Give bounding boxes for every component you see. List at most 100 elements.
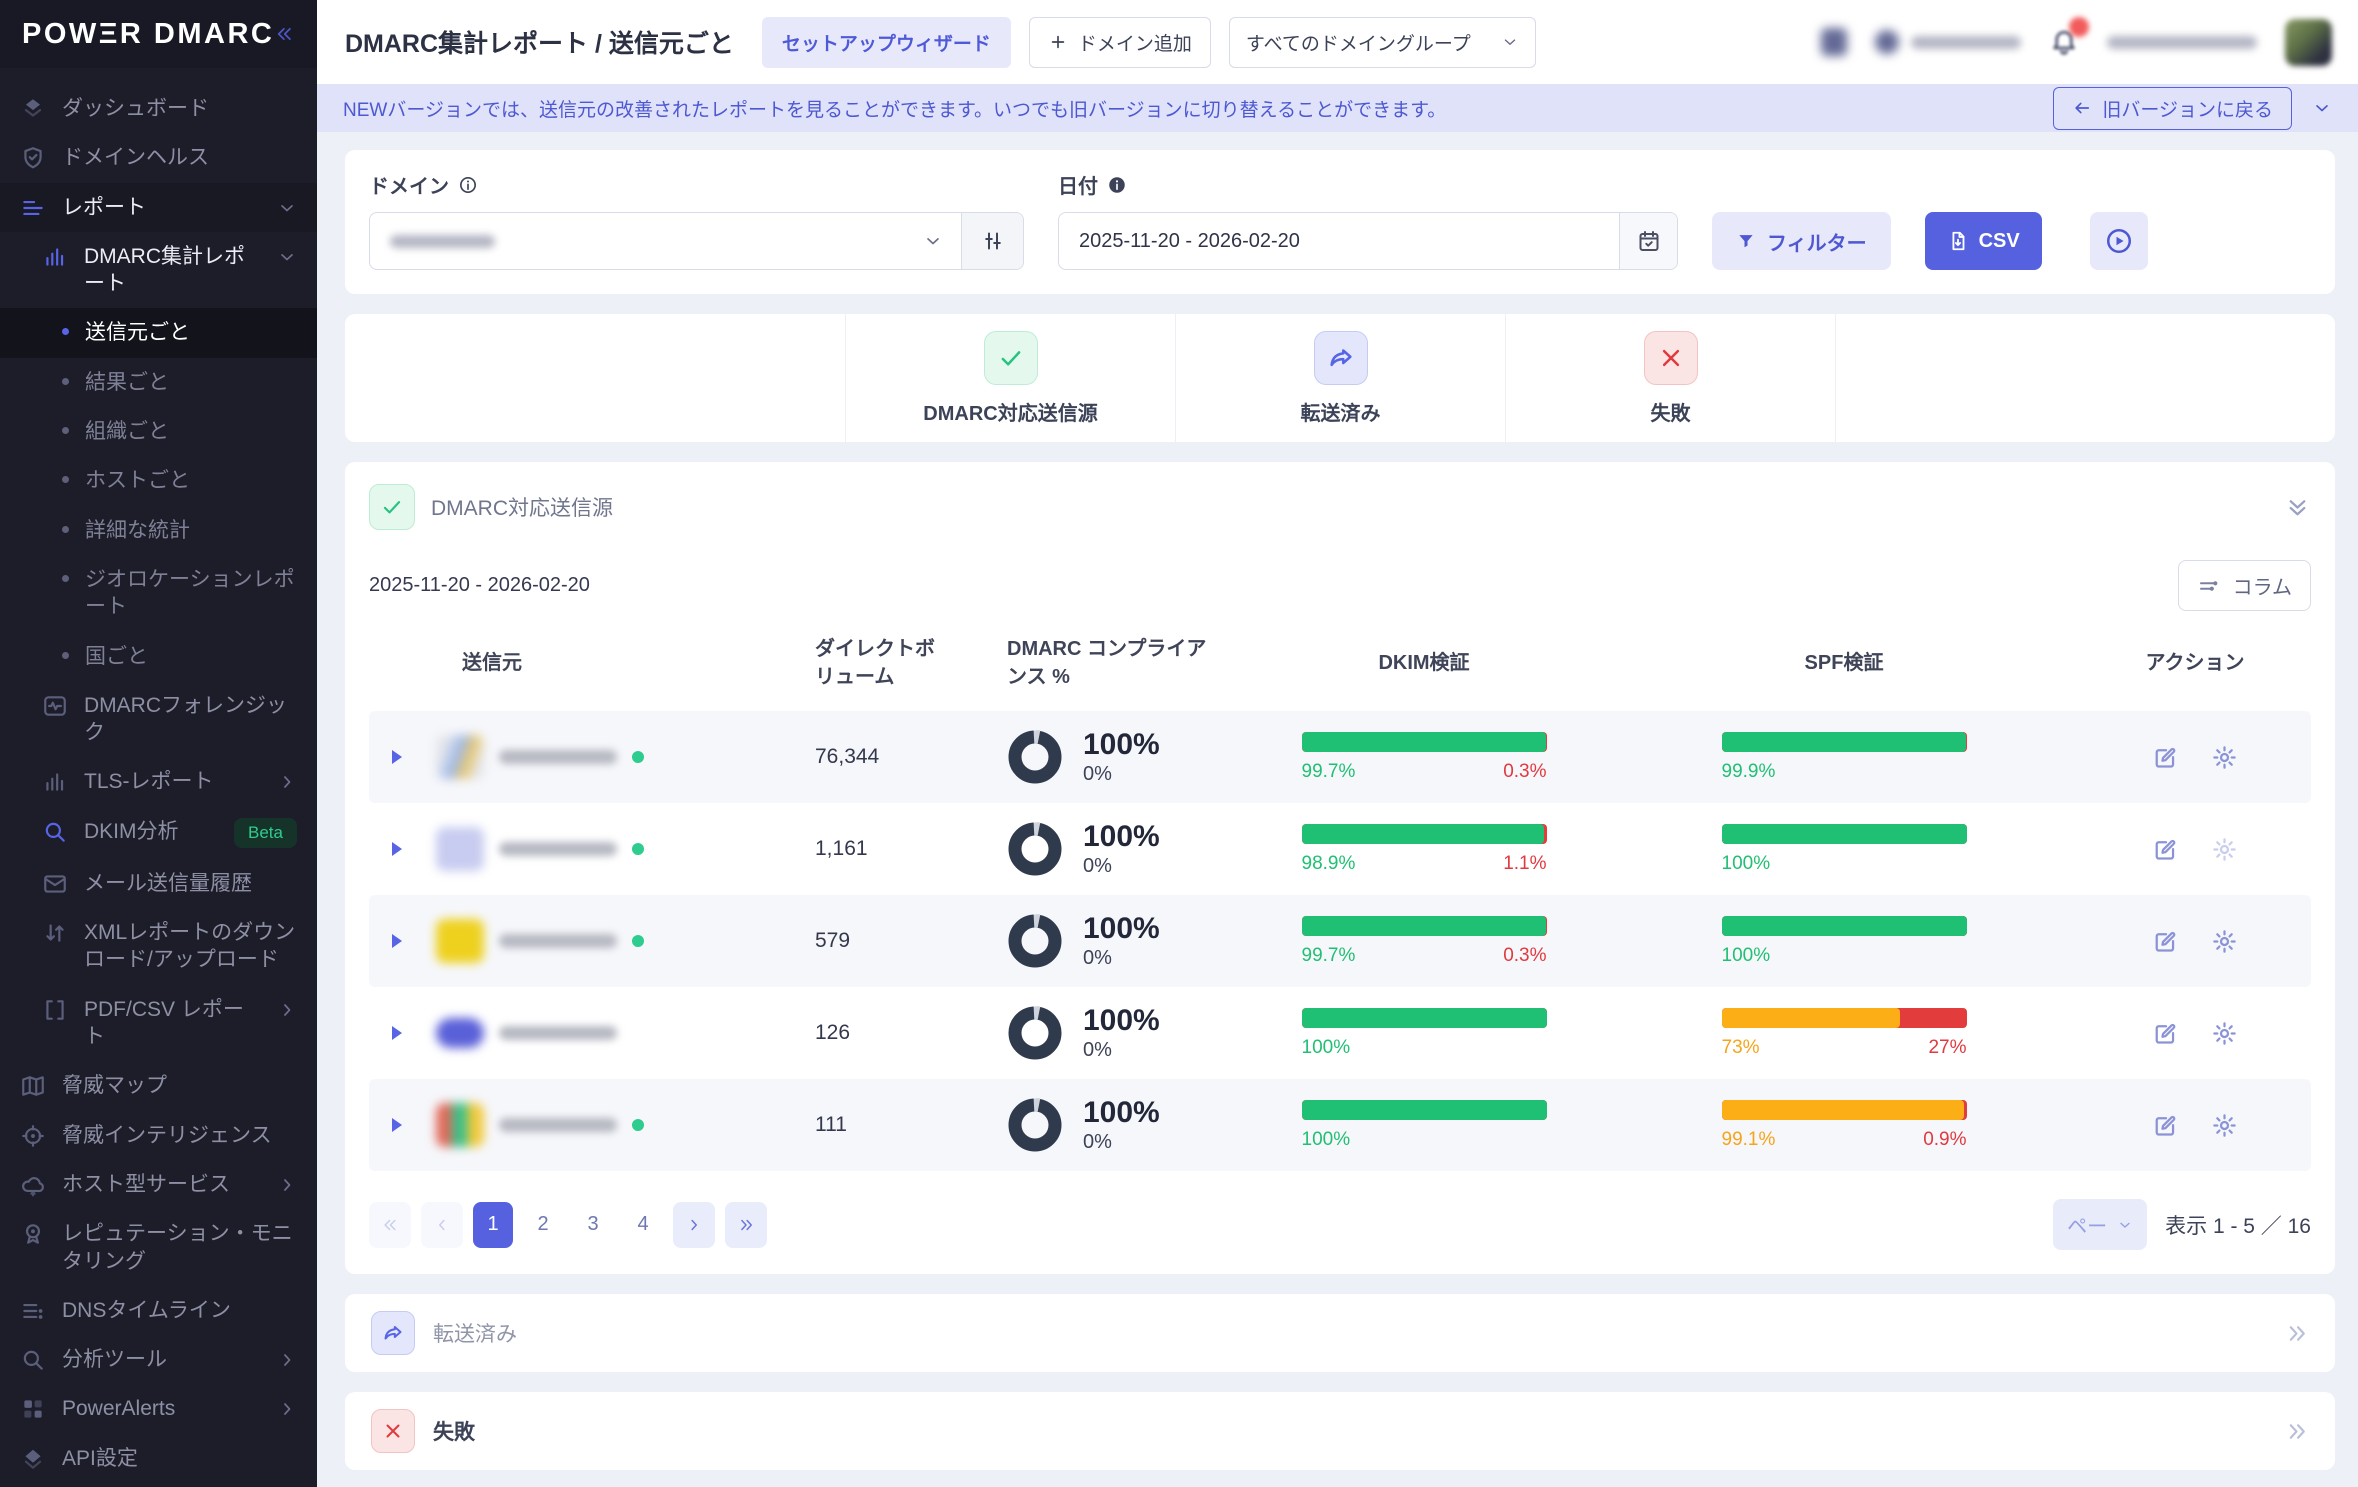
domain-group-select[interactable]: すべてのドメイングループ bbox=[1228, 16, 1536, 68]
gear-icon[interactable] bbox=[2211, 836, 2238, 863]
domain-advanced-filter-button[interactable] bbox=[961, 213, 1023, 269]
avatar[interactable] bbox=[2285, 18, 2332, 66]
last-page-button[interactable] bbox=[725, 1201, 767, 1248]
gear-icon[interactable] bbox=[2211, 744, 2238, 771]
sidebar-item[interactable]: PDF/CSV レポート bbox=[0, 985, 317, 1062]
collapsed-section-label: 失敗 bbox=[433, 1421, 475, 1444]
expand-row-button[interactable] bbox=[391, 750, 402, 764]
spf-cell: 100% bbox=[1609, 915, 2079, 967]
header-blurred-icon[interactable] bbox=[1821, 28, 1847, 56]
sidebar-item[interactable]: 送信元ごと bbox=[0, 308, 317, 358]
gear-icon[interactable] bbox=[2211, 1020, 2238, 1047]
sidebar-item-label: ホスト型サービス bbox=[62, 1172, 230, 1196]
info-icon[interactable] bbox=[458, 175, 478, 195]
direct-volume-value: 76,344 bbox=[815, 745, 880, 768]
sidebar-item[interactable]: DNSタイムライン bbox=[0, 1286, 317, 1335]
sidebar-item-label: DMARC集計レポート bbox=[84, 244, 245, 296]
sidebar-item[interactable]: レポート bbox=[0, 182, 317, 232]
csv-export-button[interactable]: CSV bbox=[1924, 212, 2042, 270]
spf-pass-label: 99.1% bbox=[1721, 1128, 1776, 1150]
language-selector-blurred[interactable] bbox=[1875, 30, 2021, 54]
sidebar-item[interactable]: メール送信量履歴 bbox=[0, 859, 317, 908]
direct-volume-value: 1,161 bbox=[815, 837, 868, 860]
banner-collapse-button[interactable] bbox=[2312, 98, 2332, 118]
expand-row-button[interactable] bbox=[391, 1026, 402, 1040]
sidebar-item[interactable]: DMARC集計レポート bbox=[0, 232, 317, 309]
sidebar-item[interactable]: DMARCフォレンジック bbox=[0, 681, 317, 758]
sender-cell bbox=[424, 735, 799, 779]
domain-select[interactable] bbox=[369, 212, 1024, 270]
sidebar-item-label: 脅威マップ bbox=[62, 1074, 167, 1098]
back-to-old-version-button[interactable]: 旧バージョンに戻る bbox=[2053, 86, 2292, 130]
edit-icon[interactable] bbox=[2152, 836, 2179, 863]
edit-icon[interactable] bbox=[2152, 1112, 2179, 1139]
prev-page-button[interactable] bbox=[421, 1201, 463, 1248]
status-tab[interactable]: 転送済み bbox=[1175, 314, 1505, 442]
columns-button[interactable]: コラム bbox=[2177, 560, 2311, 611]
sidebar-item[interactable]: 分析ツール bbox=[0, 1335, 317, 1384]
sidebar-item[interactable]: TLS-レポート bbox=[0, 757, 317, 806]
sidebar-item[interactable]: 組織ごと bbox=[0, 407, 317, 456]
sidebar-collapse-button[interactable] bbox=[274, 20, 295, 48]
sidebar-item[interactable]: PowerAlerts bbox=[0, 1384, 317, 1433]
edit-icon[interactable] bbox=[2152, 928, 2179, 955]
info-filled-icon[interactable] bbox=[1107, 175, 1127, 195]
chevron-right-icon bbox=[277, 1175, 297, 1195]
sidebar-item[interactable]: ダッシュボード bbox=[0, 84, 317, 133]
sidebar-item[interactable]: 詳細な統計 bbox=[0, 506, 317, 555]
compliance-value: 100% bbox=[1083, 1096, 1160, 1130]
sidebar-item[interactable]: ジオロケーションレポート bbox=[0, 555, 317, 632]
expand-section-button[interactable] bbox=[2284, 1321, 2309, 1346]
status-tab[interactable]: DMARC対応送信源 bbox=[845, 314, 1175, 442]
collapsed-section[interactable]: 失敗 bbox=[345, 1392, 2335, 1470]
date-range-input[interactable]: 2025-11-20 - 2026-02-20 bbox=[1058, 212, 1678, 270]
sidebar-item[interactable]: 脅威インテリジェンス bbox=[0, 1111, 317, 1160]
sidebar-item[interactable]: ホスト型サービス bbox=[0, 1160, 317, 1209]
page-number-button[interactable]: 3 bbox=[587, 1213, 599, 1235]
edit-icon[interactable] bbox=[2152, 744, 2179, 771]
sidebar-item[interactable]: XMLレポートのダウンロード/アップロード bbox=[0, 908, 317, 985]
sidebar-item[interactable]: 脅威マップ bbox=[0, 1061, 317, 1110]
calendar-button[interactable] bbox=[1619, 213, 1677, 269]
sidebar-item[interactable]: 国ごと bbox=[0, 632, 317, 681]
edit-icon[interactable] bbox=[2152, 1020, 2179, 1047]
add-domain-button[interactable]: ドメイン追加 bbox=[1028, 16, 1211, 68]
spf-pass-label: 99.9% bbox=[1721, 760, 1776, 782]
expand-row-button[interactable] bbox=[391, 842, 402, 856]
arrow-left-icon bbox=[2072, 98, 2092, 118]
sidebar-item[interactable]: DKIM分析 Beta bbox=[0, 807, 317, 859]
next-page-button[interactable] bbox=[673, 1201, 715, 1248]
gear-icon[interactable] bbox=[2211, 1112, 2238, 1139]
first-page-button[interactable] bbox=[369, 1201, 411, 1248]
dashboard-icon bbox=[20, 96, 46, 122]
sidebar-item[interactable]: API設定 bbox=[0, 1434, 317, 1483]
expand-section-button[interactable] bbox=[2284, 1419, 2309, 1444]
domain-value-blurred bbox=[390, 234, 495, 248]
page-number-button[interactable]: 2 bbox=[537, 1213, 549, 1235]
filter-button[interactable]: フィルター bbox=[1712, 212, 1891, 270]
sidebar-item[interactable]: レピュテーション・モニタリング bbox=[0, 1209, 317, 1286]
sidebar-item[interactable]: 設定 bbox=[0, 1483, 317, 1487]
status-tab[interactable]: 失敗 bbox=[1505, 314, 1835, 442]
sidebar-item[interactable]: ドメインヘルス bbox=[0, 133, 317, 182]
domain-label: ドメイン bbox=[369, 176, 449, 198]
spf-cell: 100% bbox=[1609, 823, 2079, 875]
page-number-button[interactable]: 1 bbox=[473, 1201, 513, 1248]
play-button[interactable] bbox=[2089, 212, 2148, 270]
chevron-down-icon bbox=[2117, 1217, 2133, 1233]
notifications-button[interactable] bbox=[2049, 17, 2089, 57]
panel-collapse-button[interactable] bbox=[2284, 494, 2311, 521]
expand-row-button[interactable] bbox=[391, 934, 402, 948]
gear-icon[interactable] bbox=[2211, 928, 2238, 955]
sidebar-item[interactable]: ホストごと bbox=[0, 456, 317, 505]
collapsed-section[interactable]: 転送済み bbox=[345, 1294, 2335, 1372]
verified-dot-icon bbox=[632, 935, 644, 947]
page-title: DMARC集計レポート / 送信元ごと bbox=[345, 30, 734, 58]
sender-logo-blurred bbox=[436, 1103, 484, 1147]
setup-wizard-button[interactable]: セットアップウィザード bbox=[761, 16, 1011, 68]
sidebar-item[interactable]: 結果ごと bbox=[0, 358, 317, 407]
page-number-button[interactable]: 4 bbox=[637, 1213, 649, 1235]
spf-bar bbox=[1721, 915, 1967, 936]
page-size-select[interactable]: ペー bbox=[2053, 1199, 2148, 1250]
expand-row-button[interactable] bbox=[391, 1118, 402, 1132]
